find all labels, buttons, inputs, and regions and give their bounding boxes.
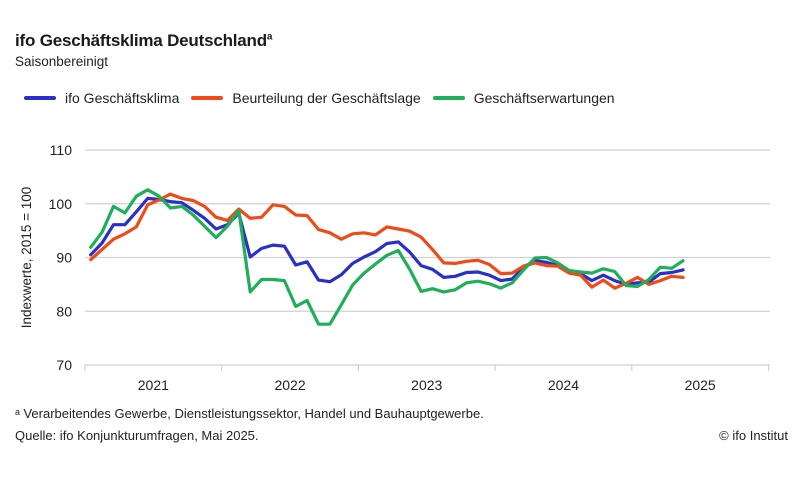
legend-swatch bbox=[24, 96, 56, 100]
y-tick-label: 100 bbox=[49, 196, 73, 212]
chart-subtitle: Saisonbereinigt bbox=[15, 54, 109, 69]
y-tick-label: 90 bbox=[56, 250, 72, 266]
y-tick-label: 110 bbox=[50, 142, 73, 158]
series-line-klima bbox=[89, 196, 685, 286]
y-tick-label: 80 bbox=[56, 303, 72, 319]
footnote-mark: a bbox=[266, 31, 273, 43]
x-tick-label: 2024 bbox=[548, 377, 579, 393]
source-note: Quelle: ifo Konjunkturumfragen, Mai 2025… bbox=[15, 428, 259, 443]
x-tick-label: 2021 bbox=[138, 377, 169, 393]
chart-title: ifo Geschäftsklima Deutschlanda bbox=[15, 31, 272, 51]
x-tick-label: 2022 bbox=[274, 377, 305, 393]
y-tick-label: 70 bbox=[56, 357, 72, 373]
x-tick-label: 2025 bbox=[685, 377, 716, 393]
series-line-lage bbox=[89, 192, 685, 290]
legend-label: Geschäftserwartungen bbox=[473, 90, 615, 106]
chart-title-text: ifo Geschäftsklima Deutschland bbox=[15, 31, 267, 50]
y-axis-label: Indexwerte, 2015 = 100 bbox=[19, 187, 34, 328]
legend-label: ifo Geschäftsklima bbox=[65, 90, 180, 106]
legend: ifo Geschäftsklima Beurteilung der Gesch… bbox=[24, 90, 627, 106]
legend-item-lage: Beurteilung der Geschäftslage bbox=[191, 90, 421, 106]
legend-item-erwartungen: Geschäftserwartungen bbox=[432, 90, 615, 106]
footnote: ᵃ Verarbeitendes Gewerbe, Dienstleistung… bbox=[15, 406, 484, 421]
legend-label: Beurteilung der Geschäftslage bbox=[232, 90, 421, 106]
legend-item-klima: ifo Geschäftsklima bbox=[24, 90, 179, 106]
x-tick-label: 2023 bbox=[411, 377, 442, 393]
legend-swatch bbox=[191, 96, 224, 100]
series-line-erwartungen bbox=[89, 188, 685, 326]
copyright: © ifo Institut bbox=[719, 428, 788, 443]
legend-swatch bbox=[432, 96, 465, 100]
